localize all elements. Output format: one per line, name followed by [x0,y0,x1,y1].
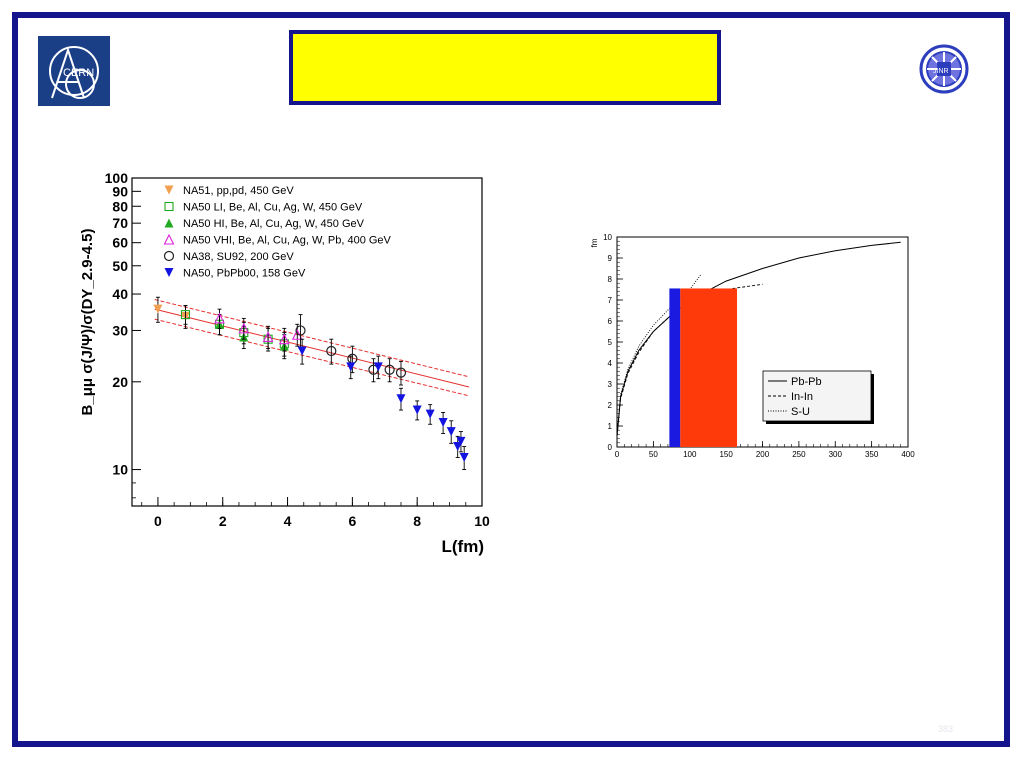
y-tick-label: 5 [608,338,613,347]
x-axis-label: L(fm) [442,537,484,556]
data-point [459,453,469,463]
y-axis-label: B_μμ σ(J/Ψ)/σ(DY_2.9-4.5) [79,229,96,416]
y-tick-label: 6 [608,317,613,326]
y-axis-label: fm [590,238,599,247]
data-point [373,362,383,372]
data-point [278,333,290,345]
y-tick-label: 30 [112,322,128,338]
plot-frame [131,177,483,507]
jinr-logo: JINR [919,44,969,94]
data-point [262,331,274,343]
y-tick-label: 7 [608,296,613,305]
page-number: 383 [938,724,954,734]
x-tick-label: 4 [284,513,292,529]
cern-logo: CERN [38,36,110,106]
length-vs-npart-chart: 0 50 100 150 200 250 300 350 400 0 1 2 3 4 5 6 7 8 9 10 fm Pb… [585,228,920,460]
x-tick-label: 0 [154,513,162,529]
x-tick-label: 250 [792,450,806,459]
legend-label: NA50, PbPb00, 158 GeV [183,268,306,280]
cern-logo-text: CERN [63,67,94,79]
y-tick-label: 1 [608,422,613,431]
data-point [456,436,466,446]
x-tick-label: 300 [829,450,843,459]
x-tick-label: 8 [413,513,421,529]
y-tick-label: 8 [608,275,613,284]
legend-marker [164,185,174,195]
y-tick-label: 90 [112,183,128,199]
y-tick-label: 80 [112,198,128,214]
x-tick-label: 0 [615,450,620,459]
legend-marker [164,201,174,212]
legend-label: Pb-Pb [791,376,822,388]
y-tick-label: 4 [608,359,613,368]
data-point [326,345,337,357]
data-point [346,362,356,372]
data-point [395,367,407,378]
legend-label: In-In [791,391,813,403]
series-line [616,283,763,437]
legend-label: NA50 LI, Be, Al, Cu, Ag, W, 450 GeV [183,202,363,214]
legend-label: NA50 HI, Be, Al, Cu, Ag, W, 450 GeV [183,218,365,230]
data-point [384,364,395,375]
data-point [238,322,250,334]
legend-marker [163,233,175,245]
y-tick-label: 60 [112,235,128,251]
band-rect [680,288,738,447]
data-point [180,310,191,320]
y-tick-label: 10 [112,462,128,478]
x-tick-label: 400 [901,450,915,459]
data-point [412,405,422,415]
y-tick-label: 100 [105,170,129,186]
x-tick-label: 10 [474,513,490,529]
data-point [438,418,448,428]
x-tick-label: 350 [865,450,879,459]
y-tick-label: 40 [112,286,128,302]
legend-label: NA51, pp,pd, 450 GeV [183,185,294,197]
title-box [289,30,721,105]
y-tick-label: 10 [603,233,612,242]
data-point [214,312,225,324]
legend-marker [164,268,174,277]
fit-line [154,308,470,388]
data-point [446,427,456,437]
data-point [297,346,307,356]
data-point [153,304,163,314]
y-tick-label: 70 [112,215,128,231]
y-tick-label: 50 [112,258,128,274]
legend-marker [164,218,174,228]
y-tick-label: 20 [112,374,128,390]
x-tick-label: 200 [756,450,770,459]
data-point [396,394,406,404]
x-tick-label: 6 [348,513,356,529]
band-rect [669,288,681,447]
data-point [425,409,435,419]
y-tick-label: 0 [608,443,613,452]
legend-label: NA50 VHI, Be, Al, Cu, Ag, W, Pb, 400 GeV [183,235,392,247]
legend-marker [163,250,175,262]
y-tick-label: 2 [608,401,613,410]
legend-label: S-U [791,406,810,418]
x-tick-label: 2 [219,513,227,529]
legend-label: NA38, SU92, 200 GeV [183,251,294,263]
y-tick-label: 3 [608,380,613,389]
y-tick-label: 9 [608,254,613,263]
x-tick-label: 50 [649,450,658,459]
x-tick-label: 100 [683,450,697,459]
jpsi-suppression-chart: 0 2 4 6 8 10 10 20 30 40 50 60 70 80 90 100 L(fm) B_μμ σ(… [70,170,510,560]
data-point [295,325,306,336]
x-tick-label: 150 [719,450,733,459]
data-point [453,441,463,451]
jinr-logo-text: JINR [933,68,949,75]
